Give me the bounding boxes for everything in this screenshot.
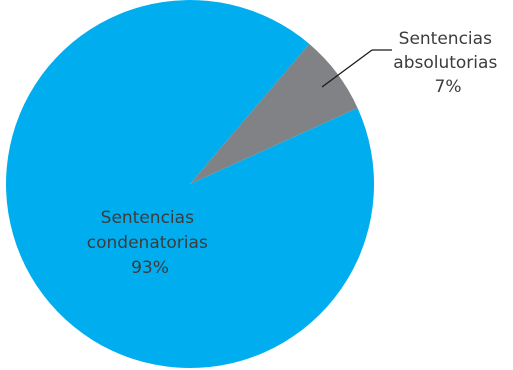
slice-label-condenatorias: Sentencias condenatorias 93% xyxy=(87,208,213,278)
leader-line-absolutorias xyxy=(321,49,373,88)
slice-label-absolutorias-line-2: absolutorias xyxy=(393,53,497,73)
slice-absolutorias xyxy=(190,43,358,184)
slice-condenatorias xyxy=(6,0,375,369)
slice-label-absolutorias-line-1: Sentencias xyxy=(399,29,492,49)
slice-label-absolutorias: Sentencias absolutorias 7% xyxy=(393,29,502,97)
pie-slices xyxy=(6,0,375,369)
slice-label-absolutorias-value: 7% xyxy=(435,77,462,97)
slice-label-condenatorias-value: 93% xyxy=(131,258,169,278)
slice-label-condenatorias-line-2: condenatorias xyxy=(87,233,208,253)
slice-label-condenatorias-line-1: Sentencias xyxy=(101,208,194,228)
